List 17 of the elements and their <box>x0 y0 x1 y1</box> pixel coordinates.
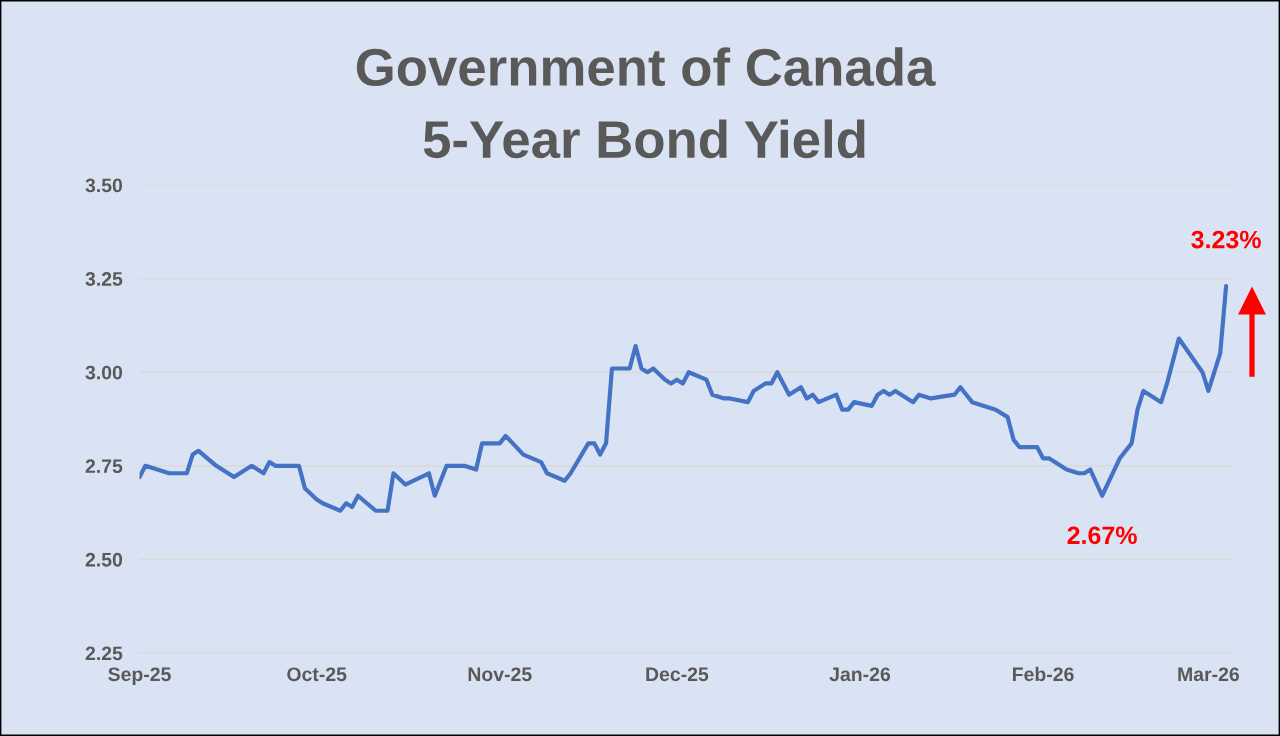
chart-title: Government of Canada 5-Year Bond Yield <box>356 47 936 159</box>
annotation: 2.67% <box>1067 526 1137 545</box>
y-tick-label: 3.00 <box>85 365 123 380</box>
x-tick-label: Oct-25 <box>287 667 347 682</box>
x-tick-label: Jan-26 <box>829 667 891 682</box>
y-tick-label: 2.50 <box>85 552 123 567</box>
annotation: 3.23% <box>1191 230 1261 249</box>
x-tick-label: Dec-25 <box>646 667 709 682</box>
y-tick-label: 3.25 <box>85 272 123 286</box>
x-tick-label: Nov-25 <box>468 667 532 682</box>
y-tick-label: 2.25 <box>85 646 123 661</box>
line-series <box>139 284 1229 513</box>
y-tick-label: 2.75 <box>85 459 123 474</box>
y-tick-label: 3.50 <box>85 178 123 193</box>
x-tick-label: Mar-26 <box>1178 667 1240 682</box>
x-tick-label: Sep-25 <box>108 667 171 685</box>
x-tick-label: Feb-26 <box>1013 666 1074 682</box>
